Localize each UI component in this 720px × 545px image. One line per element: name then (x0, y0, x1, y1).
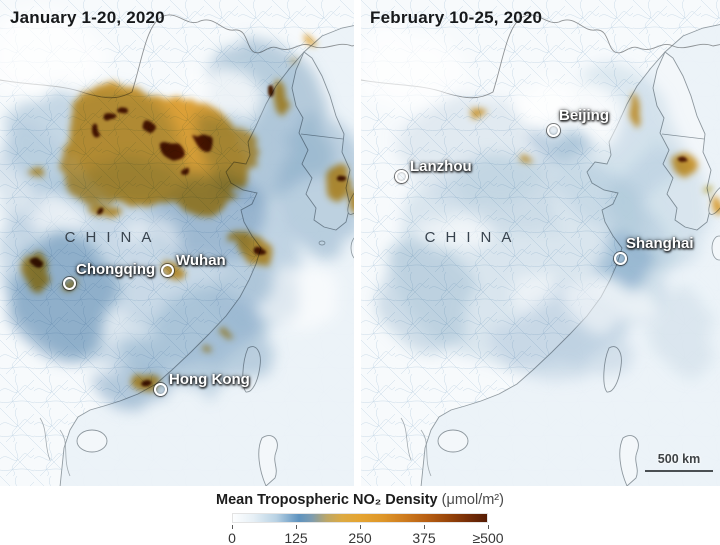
map-panel-february (361, 0, 720, 486)
legend-title: Mean Tropospheric NO₂ Density (μmol/m²) (0, 492, 720, 508)
colorbar-tick-label: ≥500 (472, 530, 504, 545)
colorbar-tick-label: 0 (228, 530, 236, 545)
no2-hotspot-layer (32, 86, 345, 388)
no2-hotspot-layer (678, 156, 686, 162)
colorbar-tick-label: 375 (412, 530, 436, 545)
legend-title-text: Mean Tropospheric NO₂ Density (216, 492, 438, 508)
panel-divider (354, 0, 361, 486)
cloud-gaps-layer (0, 13, 345, 346)
colorbar-tick (360, 525, 361, 529)
colorbar (232, 513, 488, 523)
map-svg-february (361, 0, 720, 486)
colorbar-tick (424, 525, 425, 529)
map-pair (0, 0, 720, 486)
colorbar-tick (232, 525, 233, 529)
legend-unit: (μmol/m²) (441, 492, 504, 508)
cloud-gaps-layer (361, 30, 653, 331)
map-svg-january (0, 0, 354, 486)
colorbar-tick (296, 525, 297, 529)
legend: Mean Tropospheric NO₂ Density (μmol/m²) … (0, 487, 720, 545)
colorbar-tick-label: 125 (284, 530, 308, 545)
no2-orange-layer (470, 89, 720, 214)
map-panel-january (0, 0, 354, 486)
colorbar-tick (488, 525, 489, 529)
no2-orange-layer (25, 35, 354, 392)
colorbar-tick-label: 250 (348, 530, 372, 545)
